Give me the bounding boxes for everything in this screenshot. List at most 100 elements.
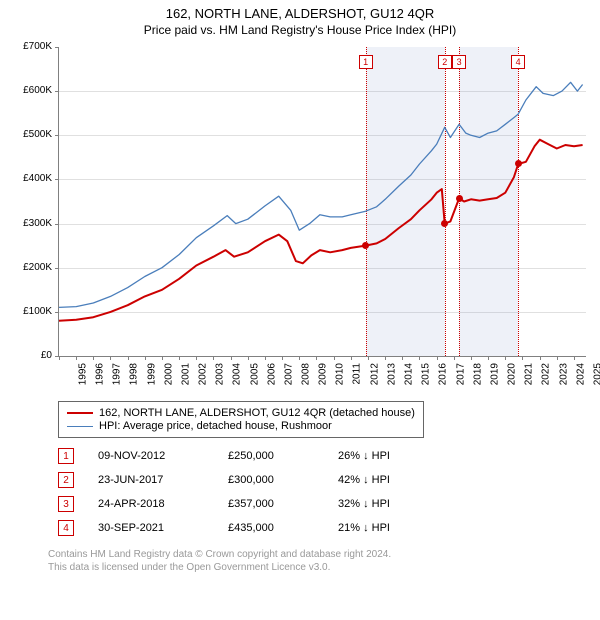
sale-diff: 42% ↓ HPI — [338, 468, 400, 492]
x-axis-label: 2002 — [197, 363, 208, 385]
disclaimer-line: Contains HM Land Registry data © Crown c… — [48, 548, 590, 561]
x-axis-label: 2001 — [180, 363, 191, 385]
x-tick — [145, 356, 146, 360]
x-tick — [471, 356, 472, 360]
x-tick — [557, 356, 558, 360]
x-axis-label: 2017 — [455, 363, 466, 385]
x-tick — [162, 356, 163, 360]
x-axis-label: 2005 — [249, 363, 260, 385]
legend-swatch-hpi — [67, 426, 93, 427]
y-axis-label: £100K — [10, 306, 52, 317]
x-axis-label: 2011 — [351, 363, 362, 385]
x-tick — [574, 356, 575, 360]
x-axis-label: 1997 — [112, 363, 123, 385]
sale-marker: 4 — [511, 55, 525, 69]
legend-label-hpi: HPI: Average price, detached house, Rush… — [99, 420, 332, 432]
x-axis-label: 2004 — [232, 363, 243, 385]
x-axis-label: 2012 — [369, 363, 380, 385]
x-tick — [334, 356, 335, 360]
x-tick — [540, 356, 541, 360]
x-axis-label: 2020 — [506, 363, 517, 385]
x-axis-label: 2003 — [215, 363, 226, 385]
x-axis-label: 2008 — [300, 363, 311, 385]
sale-marker: 2 — [438, 55, 452, 69]
x-tick — [231, 356, 232, 360]
sale-date: 23-JUN-2017 — [98, 468, 228, 492]
x-axis-label: 2009 — [318, 363, 329, 385]
x-tick — [76, 356, 77, 360]
x-axis-label: 2000 — [163, 363, 174, 385]
legend-swatch-property — [67, 412, 93, 414]
sale-marker: 3 — [452, 55, 466, 69]
sale-price: £435,000 — [228, 516, 338, 540]
x-tick — [316, 356, 317, 360]
x-tick — [93, 356, 94, 360]
sale-date: 30-SEP-2021 — [98, 516, 228, 540]
x-axis-label: 2015 — [421, 363, 432, 385]
x-axis-label: 2018 — [472, 363, 483, 385]
x-axis-label: 2019 — [489, 363, 500, 385]
series-property — [59, 140, 583, 321]
sales-row: 430-SEP-2021£435,00021% ↓ HPI — [58, 516, 400, 540]
x-tick — [265, 356, 266, 360]
y-axis-label: £600K — [10, 85, 52, 96]
sale-marker: 1 — [359, 55, 373, 69]
x-axis-label: 2022 — [541, 363, 552, 385]
sales-row: 109-NOV-2012£250,00026% ↓ HPI — [58, 444, 400, 468]
x-tick — [248, 356, 249, 360]
y-axis-label: £400K — [10, 173, 52, 184]
x-tick — [299, 356, 300, 360]
y-axis-label: £0 — [10, 350, 52, 361]
sale-diff: 32% ↓ HPI — [338, 492, 400, 516]
y-axis-label: £700K — [10, 41, 52, 52]
x-axis-label: 2024 — [575, 363, 586, 385]
x-axis-label: 2023 — [558, 363, 569, 385]
x-axis-label: 2016 — [438, 363, 449, 385]
x-tick — [402, 356, 403, 360]
chart-container: 162, NORTH LANE, ALDERSHOT, GU12 4QR Pri… — [0, 0, 600, 580]
y-axis-label: £500K — [10, 129, 52, 140]
x-tick — [368, 356, 369, 360]
x-axis-label: 1998 — [129, 363, 140, 385]
sales-row: 2 23-JUN-2017£300,00042% ↓ HPI — [58, 468, 400, 492]
x-axis-label: 2007 — [283, 363, 294, 385]
chart-subtitle: Price paid vs. HM Land Registry's House … — [10, 23, 590, 37]
sale-dot — [456, 195, 463, 202]
x-axis-label: 2010 — [335, 363, 346, 385]
plot-area: 1 23 4 — [58, 47, 586, 357]
sale-diff: 26% ↓ HPI — [338, 444, 400, 468]
x-axis-label: 1995 — [77, 363, 88, 385]
x-tick — [419, 356, 420, 360]
x-axis-label: 2006 — [266, 363, 277, 385]
sale-price: £300,000 — [228, 468, 338, 492]
x-tick — [437, 356, 438, 360]
sales-row: 324-APR-2018£357,00032% ↓ HPI — [58, 492, 400, 516]
sale-marker-box: 1 — [58, 448, 74, 464]
x-axis-label: 2014 — [403, 363, 414, 385]
chart-area: 1234 £0£100K£200K£300K£400K£500K£600K£70… — [10, 43, 590, 393]
x-tick — [213, 356, 214, 360]
series-hpi — [59, 82, 583, 307]
x-axis-label: 2013 — [386, 363, 397, 385]
x-tick — [488, 356, 489, 360]
sale-marker-box: 2 — [58, 472, 74, 488]
legend-row: 162, NORTH LANE, ALDERSHOT, GU12 4QR (de… — [67, 407, 415, 419]
sale-marker-box: 3 — [58, 496, 74, 512]
legend-label-property: 162, NORTH LANE, ALDERSHOT, GU12 4QR (de… — [99, 407, 415, 419]
x-axis-label: 2025 — [592, 363, 600, 385]
line-layer — [59, 47, 586, 356]
x-axis-label: 1999 — [146, 363, 157, 385]
y-axis-label: £300K — [10, 218, 52, 229]
sale-diff: 21% ↓ HPI — [338, 516, 400, 540]
x-tick — [128, 356, 129, 360]
x-tick — [110, 356, 111, 360]
chart-title: 162, NORTH LANE, ALDERSHOT, GU12 4QR — [10, 6, 590, 21]
disclaimer-line: This data is licensed under the Open Gov… — [48, 561, 590, 574]
x-tick — [505, 356, 506, 360]
sales-table: 109-NOV-2012£250,00026% ↓ HPI 2 23-JUN-201… — [58, 444, 400, 540]
legend-row: HPI: Average price, detached house, Rush… — [67, 420, 415, 432]
x-tick — [522, 356, 523, 360]
sale-price: £357,000 — [228, 492, 338, 516]
x-tick — [59, 356, 60, 360]
x-axis-label: 1996 — [94, 363, 105, 385]
